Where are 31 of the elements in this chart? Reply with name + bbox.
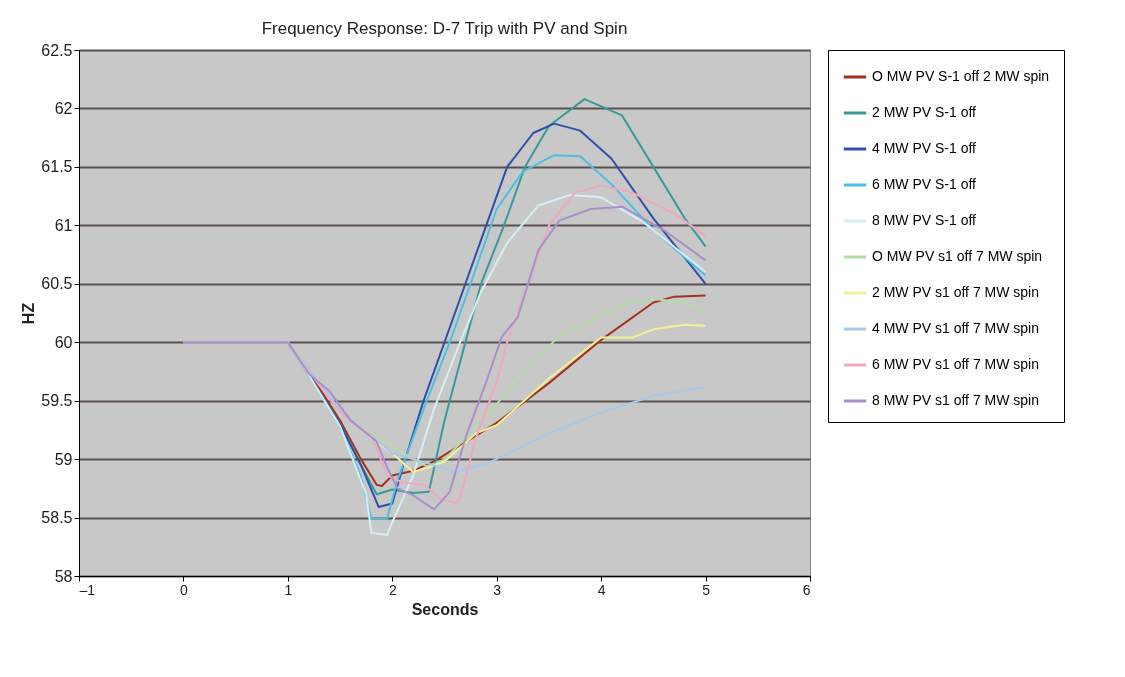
y-tick-label: 61 — [54, 216, 73, 234]
x-tick-label: 6 — [802, 581, 811, 598]
x-tick-label: 2 — [388, 581, 397, 598]
x-axis-title: Seconds — [411, 600, 479, 618]
y-tick-label: 62.5 — [41, 41, 73, 59]
x-tick-label: 4 — [597, 581, 606, 598]
legend-label: 6 MW PV s1 off 7 MW spin — [872, 356, 1040, 372]
legend-label: 8 MW PV s1 off 7 MW spin — [872, 392, 1040, 408]
y-tick-label: 60.5 — [41, 275, 73, 293]
x-tick-label: –1 — [79, 581, 96, 598]
y-tick-label: 59 — [54, 450, 73, 468]
x-tick-label: 0 — [180, 581, 189, 598]
y-tick-label: 58 — [54, 567, 73, 585]
legend-label: 8 MW PV S-1 off — [872, 212, 977, 228]
legend-label: 4 MW PV S-1 off — [872, 140, 977, 156]
y-tick-label: 58.5 — [41, 509, 73, 527]
y-tick-label: 60 — [54, 333, 73, 351]
x-tick-label: 1 — [284, 581, 293, 598]
chart-title: Frequency Response: D-7 Trip with PV and Spin — [261, 19, 628, 38]
y-axis-title: HZ — [20, 302, 38, 325]
x-tick-label: 5 — [702, 581, 711, 598]
legend-label: 2 MW PV s1 off 7 MW spin — [872, 284, 1040, 300]
y-tick-label: 59.5 — [41, 392, 73, 410]
legend-label: 4 MW PV s1 off 7 MW spin — [872, 320, 1040, 336]
x-tick-label: 3 — [493, 581, 502, 598]
legend-label: 6 MW PV S-1 off — [872, 176, 977, 192]
legend-label: O MW PV S-1 off 2 MW spin — [872, 68, 1050, 84]
legend-label: O MW PV s1 off 7 MW spin — [872, 248, 1043, 264]
legend-label: 2 MW PV S-1 off — [872, 104, 977, 120]
y-tick-label: 62 — [54, 99, 73, 117]
y-tick-label: 61.5 — [41, 158, 73, 176]
